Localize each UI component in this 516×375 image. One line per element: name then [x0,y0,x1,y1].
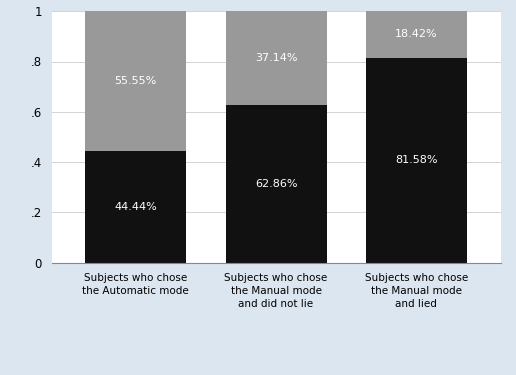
Text: 62.86%: 62.86% [255,178,297,189]
Bar [366,57,467,262]
Bar [366,11,467,57]
Bar [225,105,327,262]
Text: 44.44%: 44.44% [115,202,157,211]
Bar [225,11,327,105]
Text: 37.14%: 37.14% [255,53,297,63]
Text: 55.55%: 55.55% [115,76,157,86]
Text: 18.42%: 18.42% [395,29,438,39]
Bar [85,151,186,262]
Text: 81.58%: 81.58% [395,155,438,165]
Bar [85,11,186,151]
